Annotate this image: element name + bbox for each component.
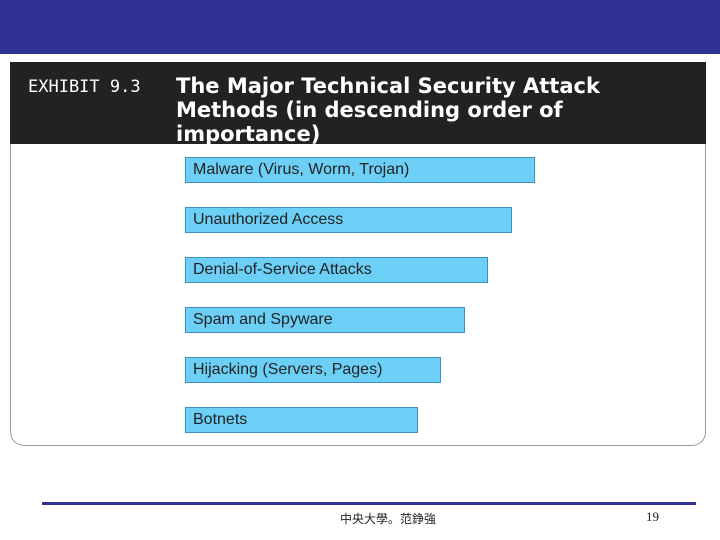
chart-bar: Denial-of-Service Attacks — [185, 257, 489, 283]
bar-chart: Malware (Virus, Worm, Trojan) Unauthorize… — [185, 157, 545, 437]
chart-bar: Spam and Spyware — [185, 307, 465, 333]
footer-text: 中央大學。范錚強 — [340, 512, 437, 526]
exhibit-label: EXHIBIT 9.3 — [28, 77, 141, 97]
page-number: 19 — [646, 509, 659, 524]
chart-bar: Hijacking (Servers, Pages) — [185, 357, 442, 383]
exhibit-title: The Major Technical Security Attack Meth… — [176, 74, 600, 146]
footer-rule — [42, 502, 696, 505]
chart-bar: Malware (Virus, Worm, Trojan) — [185, 157, 535, 183]
chart-bar: Botnets — [185, 407, 418, 433]
exhibit-header: EXHIBIT 9.3 The Major Technical Security… — [10, 62, 706, 146]
top-banner — [0, 0, 720, 54]
chart-bar: Unauthorized Access — [185, 207, 512, 233]
